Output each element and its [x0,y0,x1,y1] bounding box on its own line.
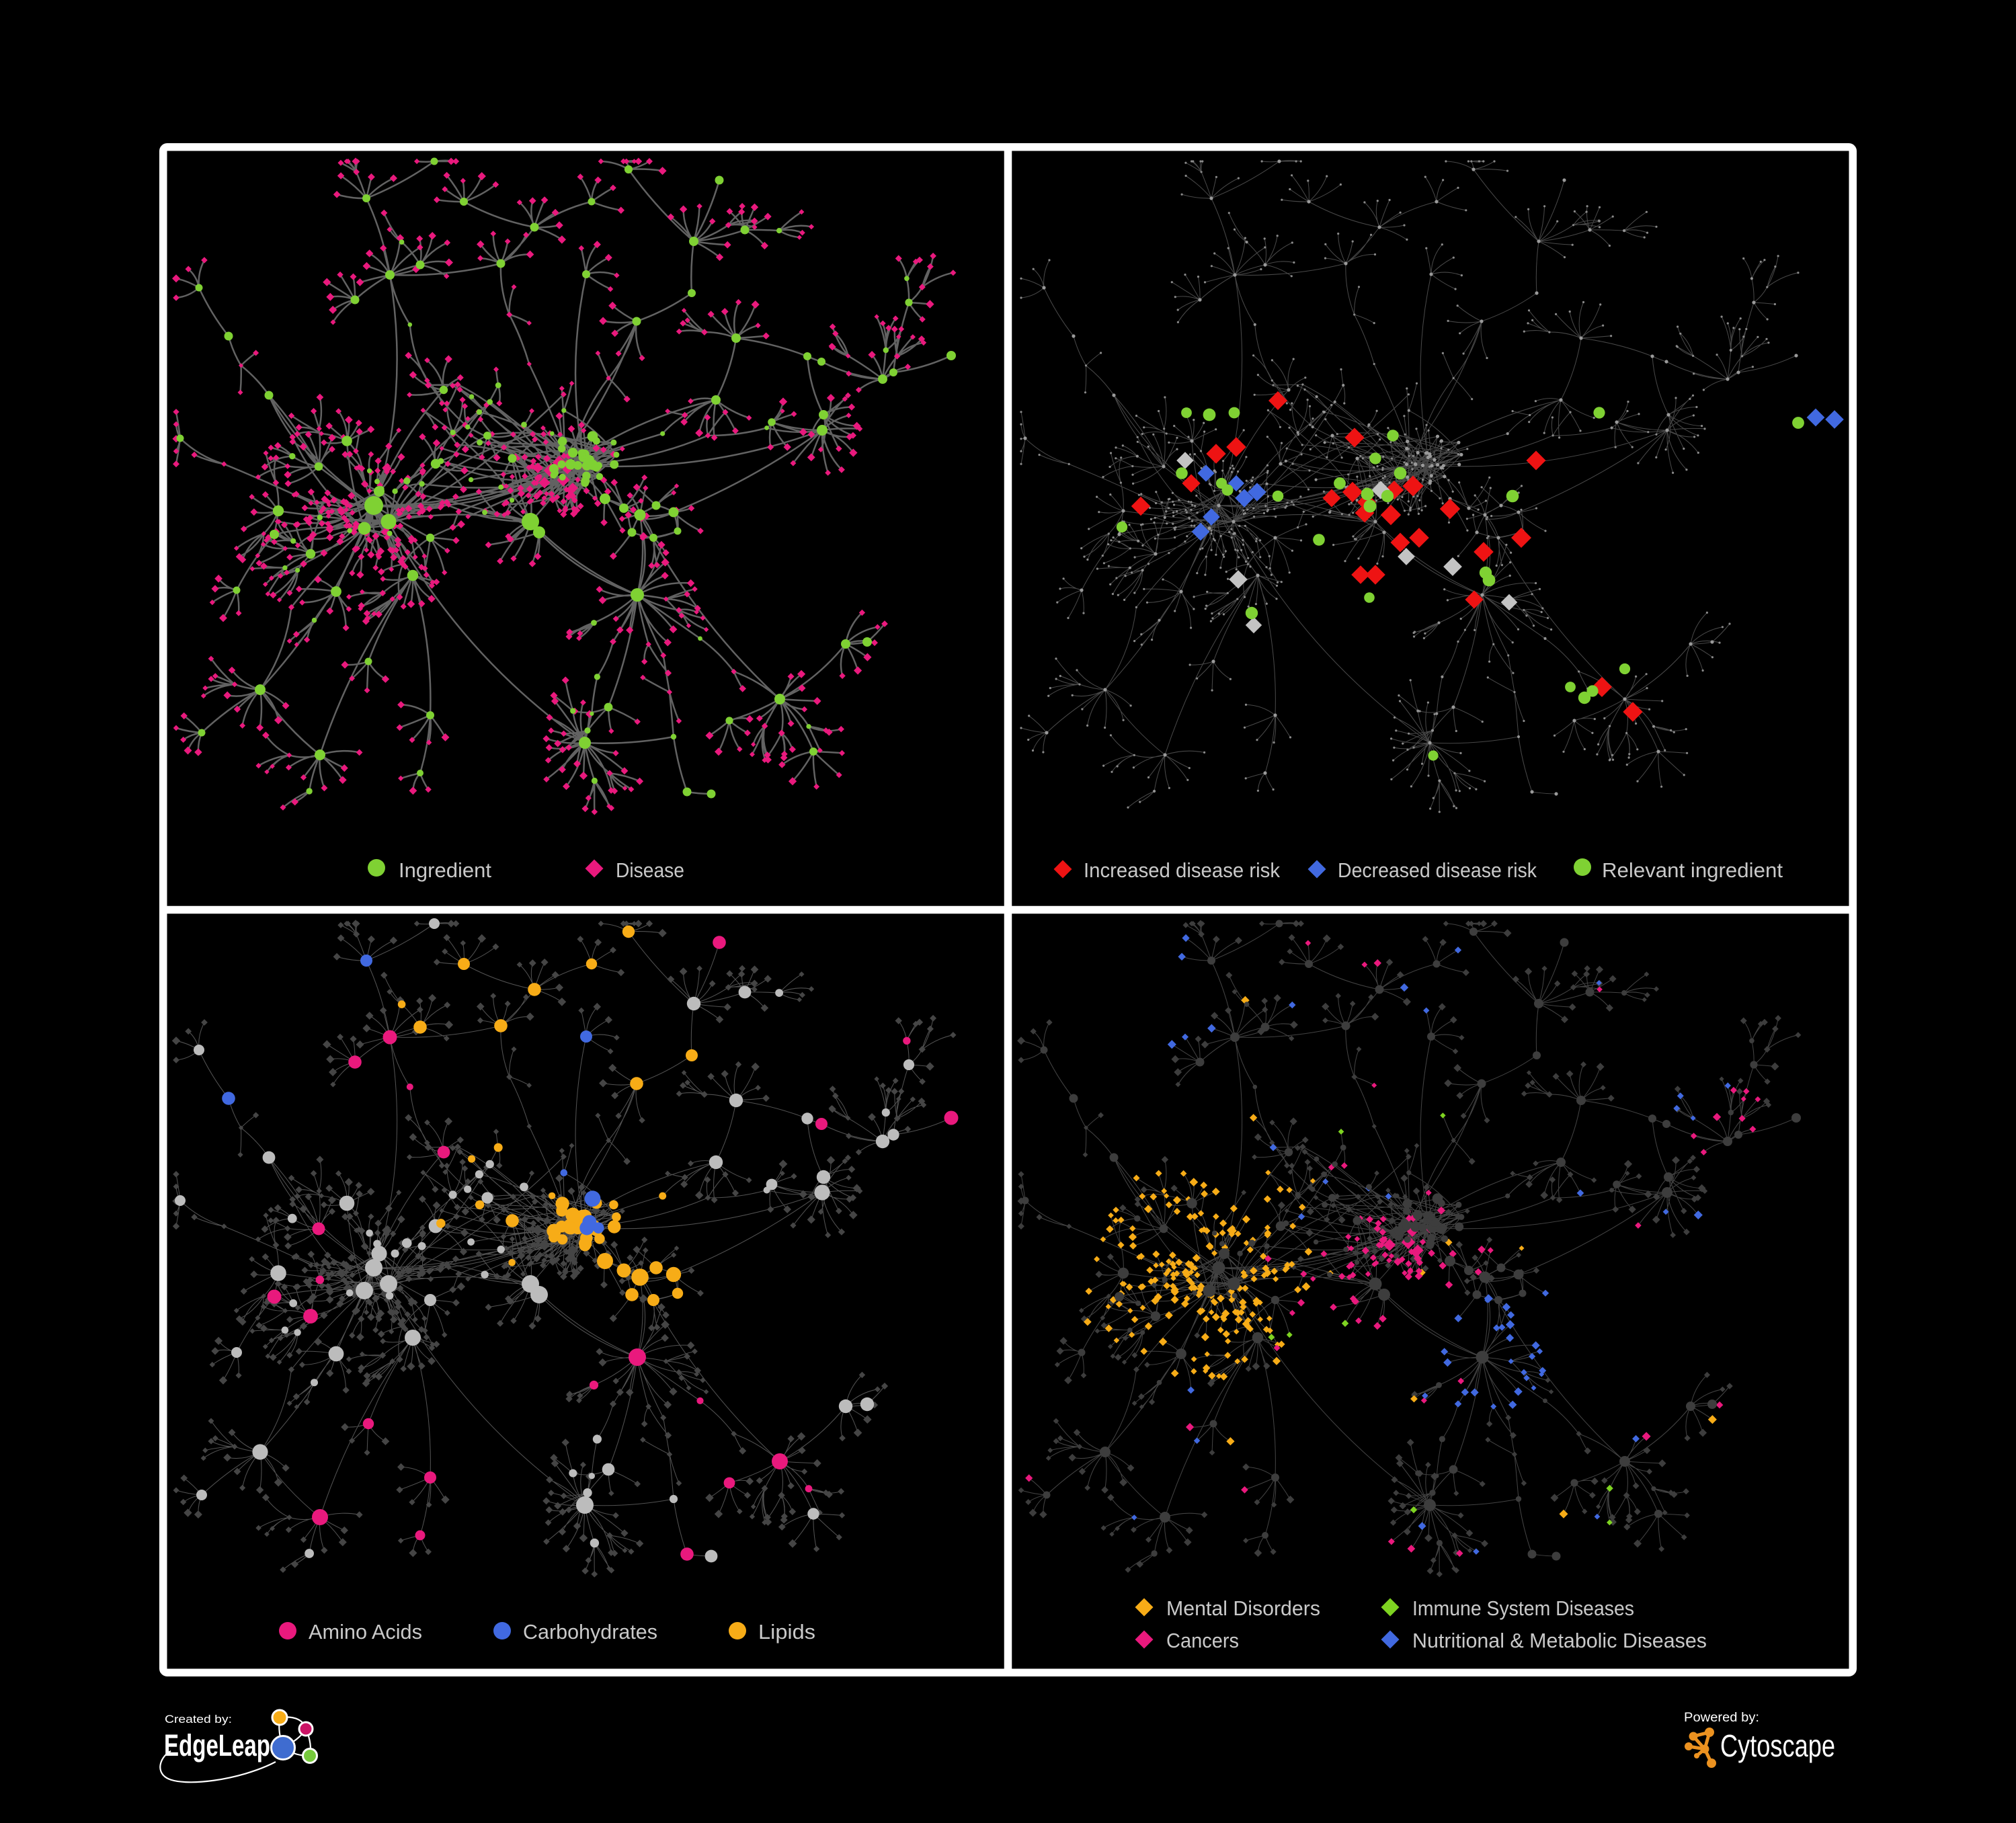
svg-text:Disease: Disease [616,858,684,882]
svg-text:Ingredient: Ingredient [399,858,491,882]
svg-text:Immune System Diseases: Immune System Diseases [1412,1596,1634,1620]
svg-text:Carbohydrates: Carbohydrates [523,1620,657,1644]
svg-text:Powered by:: Powered by: [1684,1711,1759,1725]
svg-text:Decreased disease risk: Decreased disease risk [1338,858,1537,882]
svg-text:Created by:: Created by: [165,1713,232,1726]
svg-text:Nutritional & Metabolic Diseas: Nutritional & Metabolic Diseases [1412,1629,1707,1652]
svg-text:Cancers: Cancers [1166,1629,1239,1652]
svg-text:Lipids: Lipids [758,1620,815,1644]
svg-text:Mental Disorders: Mental Disorders [1166,1596,1320,1620]
svg-text:Relevant ingredient: Relevant ingredient [1602,858,1783,882]
svg-text:Amino Acids: Amino Acids [309,1620,422,1644]
svg-text:Increased disease risk: Increased disease risk [1084,858,1280,882]
svg-text:EdgeLeap: EdgeLeap [164,1728,270,1763]
svg-text:Cytoscape: Cytoscape [1720,1728,1835,1763]
